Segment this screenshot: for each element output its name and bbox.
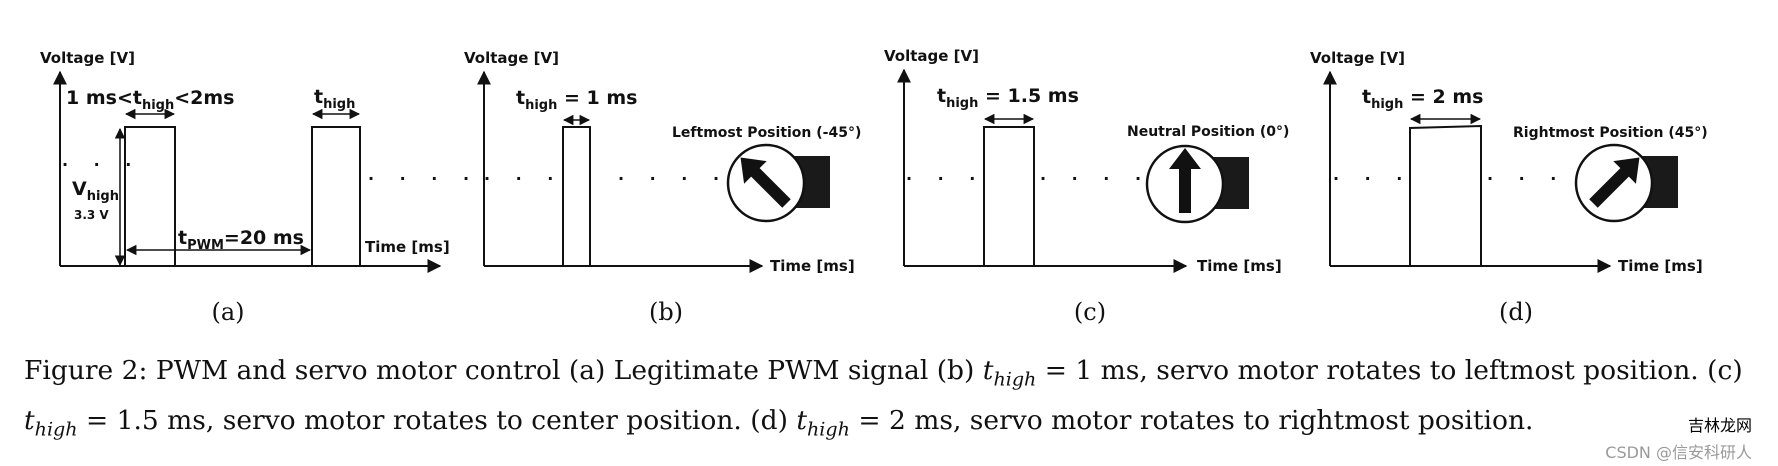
panel-label-a: (a) <box>211 298 244 326</box>
thigh-label: thigh = 1.5 ms <box>937 85 1079 111</box>
pulse-1 <box>124 126 176 266</box>
continuation-dots-right: · · · · <box>368 169 479 188</box>
continuation-dots-left: · · · <box>62 155 141 174</box>
position-label: Neutral Position (0°) <box>1127 124 1289 140</box>
continuation-dots-right: · · · · <box>1040 169 1151 188</box>
panel-d: Voltage [V] Time [ms] · · · · · · · thig… <box>1310 49 1708 326</box>
vhigh-label: Vhigh <box>72 178 119 204</box>
y-axis-label: Voltage [V] <box>40 49 135 67</box>
panel-b: Voltage [V] Time [ms] · · · · · · · thig… <box>464 49 861 326</box>
pulse <box>983 126 1035 266</box>
position-label: Leftmost Position (-45°) <box>672 125 861 141</box>
servo-neutral-icon <box>1145 144 1249 224</box>
vhigh-value: 3.3 V <box>74 208 109 222</box>
thigh-range-label: 1 ms<thigh<2ms <box>66 87 234 113</box>
x-axis-label: Time [ms] <box>1197 257 1282 275</box>
y-axis-label: Voltage [V] <box>1310 49 1405 67</box>
x-axis-label: Time [ms] <box>365 238 450 256</box>
caption-part-d: = 2 ms, servo motor rotates to rightmost… <box>849 405 1534 437</box>
caption-t: t <box>24 405 35 437</box>
caption-part-c: = 1.5 ms, servo motor rotates to center … <box>77 405 797 437</box>
caption-prefix: Figure 2: PWM and servo motor control (a… <box>24 355 983 386</box>
caption-t: t <box>982 355 994 386</box>
thigh-label-a2: thigh <box>314 86 355 112</box>
panel-c: Voltage [V] Time [ms] · · · · · · · thig… <box>884 47 1289 326</box>
position-label: Rightmost Position (45°) <box>1513 125 1708 141</box>
watermark-credit: CSDN @信安科研人 <box>1605 443 1752 462</box>
watermark-brand: 吉林 <box>1687 418 1720 435</box>
caption-t: t <box>796 405 807 437</box>
continuation-dots-left: · · · <box>1333 169 1412 188</box>
continuation-dots-right: · · · · <box>1487 169 1598 188</box>
x-axis-label: Time [ms] <box>770 257 855 275</box>
caption-part-b: = 1 ms, servo motor rotates to leftmost … <box>1036 355 1743 386</box>
thigh-label: thigh = 1 ms <box>516 87 637 113</box>
thigh-label: thigh = 2 ms <box>1362 86 1483 112</box>
caption-high: high <box>993 368 1037 391</box>
watermark: 吉林龙网 CSDN @信安科研人 <box>1605 414 1752 466</box>
servo-right-icon <box>1574 143 1678 223</box>
continuation-dots-left: · · · <box>484 169 563 188</box>
x-axis-label: Time [ms] <box>1618 257 1703 275</box>
y-axis-label: Voltage [V] <box>464 49 559 67</box>
panel-label-c: (c) <box>1074 298 1106 326</box>
caption-high: high <box>34 418 78 441</box>
pulse <box>1409 124 1482 266</box>
tpwm-label: tPWM=20 ms <box>178 227 304 253</box>
y-axis-label: Voltage [V] <box>884 47 979 65</box>
servo-left-icon <box>726 143 830 223</box>
panel-a: Voltage [V] Time [ms] · · · · · · · 1 ms… <box>40 49 479 326</box>
pulse-2 <box>311 126 361 266</box>
watermark-brand-2: 龙网 <box>1719 418 1752 435</box>
panel-label-b: (b) <box>649 298 683 326</box>
figure-caption: Figure 2: PWM and servo motor control (a… <box>24 350 1754 451</box>
continuation-dots-left: · · · <box>906 169 985 188</box>
pulse <box>562 126 591 266</box>
caption-high: high <box>807 418 850 441</box>
continuation-dots-right: · · · · <box>618 169 729 188</box>
panel-label-d: (d) <box>1499 298 1533 326</box>
